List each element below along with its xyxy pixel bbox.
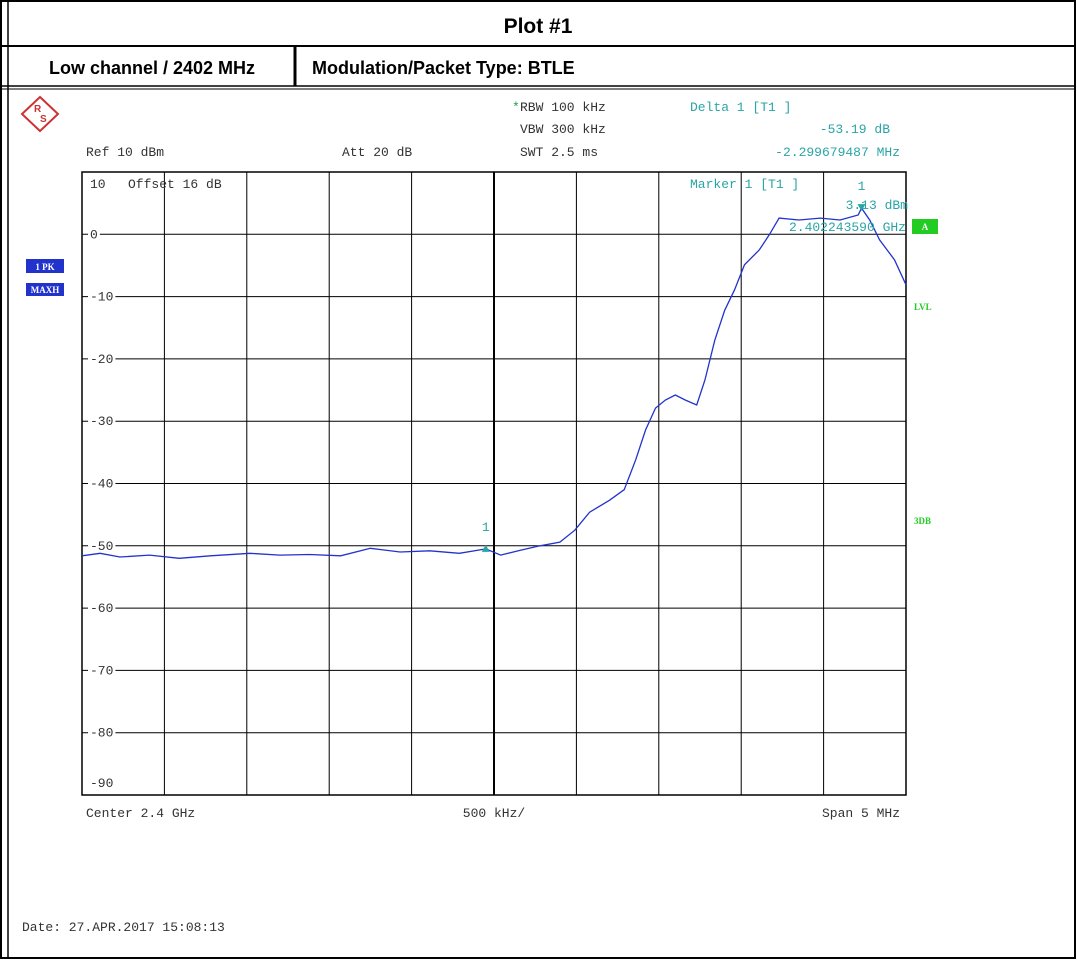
delta-title: Delta 1 [T1 ] [690, 100, 791, 115]
date: Date: 27.APR.2017 15:08:13 [22, 920, 225, 935]
y-tick-label: 0 [90, 227, 98, 242]
span: Span 5 MHz [822, 806, 900, 821]
y-tick-bg [88, 414, 116, 429]
trace-name: 1 PK [35, 262, 54, 272]
marker [481, 544, 490, 552]
vbw: VBW 300 kHz [520, 122, 606, 137]
ref: Ref 10 dBm [86, 145, 164, 160]
y-tick-bg [88, 351, 116, 366]
att: Att 20 dB [342, 145, 412, 160]
flag-3db: 3DB [914, 516, 931, 526]
header-title: Plot #1 [504, 15, 573, 38]
marker [857, 204, 866, 212]
offset: Offset 16 dB [128, 177, 222, 192]
marker-title: Marker 1 [T1 ] [690, 177, 799, 192]
y-tick-label: -40 [90, 477, 113, 492]
center: Center 2.4 GHz [86, 806, 195, 821]
y-tick-label: 10 [90, 177, 106, 192]
flag-a: A [922, 222, 929, 232]
marker-label: 1 [858, 179, 866, 194]
y-tick-label: -80 [90, 726, 113, 741]
header-right: Modulation/Packet Type: BTLE [312, 58, 575, 78]
y-tick-bg [88, 177, 108, 191]
logo: R S [20, 95, 60, 133]
y-tick-label: -20 [90, 352, 113, 367]
trace-badge [26, 283, 64, 296]
y-tick-label: -50 [90, 539, 113, 554]
rbw: RBW 100 kHz [520, 100, 606, 115]
y-tick-label: -60 [90, 601, 113, 616]
delta-level: -53.19 dB [820, 122, 890, 137]
svg-text:S: S [40, 114, 47, 125]
plot: -90 -80 -70 -60 -50 -40 -30 -20 -10 0 10 1 1 [81, 171, 907, 796]
y-tick-label: -10 [90, 290, 113, 305]
y-tick-label: -90 [90, 776, 113, 791]
y-tick-bg [88, 227, 100, 242]
y-tick-label: -30 [90, 414, 113, 429]
y-tick-bg [88, 476, 116, 491]
y-tick-bg [88, 663, 116, 678]
delta-freq: -2.299679487 MHz [775, 145, 900, 160]
flag-lvl: LVL [914, 302, 932, 312]
y-tick-bg [88, 725, 116, 740]
rbw-star: * [512, 100, 520, 115]
marker-level: 3.13 dBm [846, 198, 909, 213]
marker-freq: 2.402243590 GHz [789, 220, 906, 235]
trace-badge [26, 259, 64, 273]
y-tick-bg [88, 538, 116, 553]
per-div: 500 kHz/ [463, 806, 526, 821]
swt: SWT 2.5 ms [520, 145, 598, 160]
y-tick-bg [88, 289, 116, 304]
trace-mode: MAXH [31, 285, 60, 295]
marker-label: 1 [482, 520, 490, 535]
flag-a-bg [912, 219, 938, 234]
header-left: Low channel / 2402 MHz [49, 58, 255, 78]
trace [81, 206, 907, 559]
y-tick-bg [88, 601, 116, 616]
svg-text:R: R [34, 104, 42, 115]
y-tick-label: -70 [90, 663, 113, 678]
y-tick-bg [88, 776, 116, 790]
